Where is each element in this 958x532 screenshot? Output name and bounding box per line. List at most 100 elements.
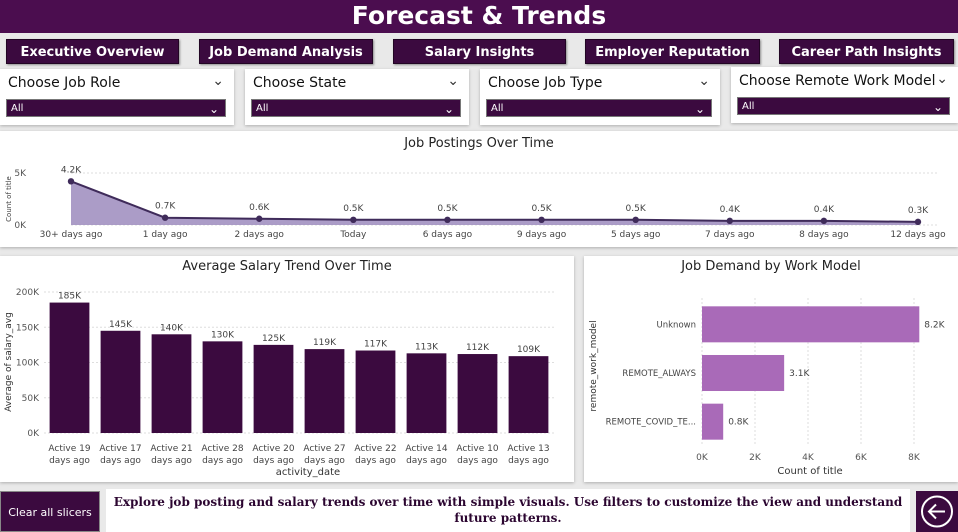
y-tick-label: 50K [22, 394, 40, 404]
data-label: 0.5K [531, 204, 552, 214]
y-tick-label: 100K [16, 359, 40, 369]
y-tick-label: 0K [27, 429, 40, 439]
x-tick-label: days ago [151, 456, 192, 466]
y-tick-label: 150K [16, 323, 40, 333]
x-tick-label: 2 days ago [235, 230, 285, 240]
data-point [161, 214, 169, 221]
x-tick-label: Active 13 [507, 444, 549, 454]
data-label: 0.4K [814, 205, 835, 215]
data-label: 0.3K [908, 206, 929, 216]
chevron-down-icon[interactable]: ⌄ [936, 71, 948, 87]
x-tick-label: Active 19 [48, 444, 90, 454]
work-model-bar [702, 354, 785, 392]
x-tick-label: Active 27 [303, 444, 345, 454]
chevron-down-icon: ⌄ [932, 100, 943, 114]
data-label: 0.4K [720, 205, 741, 215]
data-label: 125K [262, 334, 286, 344]
x-tick-label: days ago [253, 456, 294, 466]
chart-title: Average Salary Trend Over Time [182, 259, 392, 274]
x-tick-label: days ago [406, 456, 447, 466]
data-point [820, 217, 828, 225]
dropdown-value: All [256, 103, 269, 114]
nav-career-path-insights-button[interactable]: Career Path Insights [779, 39, 954, 64]
clear-all-slicers-button[interactable]: Clear all slicers [0, 491, 100, 532]
data-label: 130K [211, 330, 235, 340]
salary-bar [151, 334, 192, 433]
chevron-down-icon: ⌄ [443, 102, 454, 116]
data-label: 4.2K [61, 165, 82, 175]
salary-bar [100, 330, 141, 433]
slicer-label: Choose Remote Work Model [739, 73, 936, 89]
chevron-down-icon[interactable]: ⌄ [212, 73, 224, 89]
x-tick-label: Active 21 [150, 444, 192, 454]
x-axis-label: Count of title [777, 466, 842, 477]
work-model-bar [702, 403, 724, 440]
x-axis-label: activity_date [276, 467, 340, 478]
salary-bar [49, 302, 90, 433]
x-tick-label: Active 20 [252, 444, 294, 454]
chevron-down-icon[interactable]: ⌄ [698, 73, 710, 89]
x-tick-label: 8K [908, 453, 921, 463]
data-point [632, 216, 639, 223]
x-tick-label: days ago [49, 456, 90, 466]
data-label: 0.5K [343, 204, 364, 214]
work-model-chart: 0K 2K 4K 6K 8K 8.2K Unknown 3.1K REMOTE_ALWAYS 0.… [589, 298, 946, 477]
job-postings-card: Job Postings Over Time 0K 5K Count of titl… [0, 131, 958, 247]
x-tick-label: Active 22 [354, 444, 396, 454]
work-model-bar [702, 306, 920, 343]
data-label: 145K [109, 320, 133, 330]
salary-bar [355, 350, 396, 433]
area-fill [71, 181, 918, 225]
x-tick-label: 6 days ago [423, 230, 473, 240]
back-button[interactable] [916, 491, 958, 532]
data-label: 113K [415, 342, 439, 352]
job-type-dropdown[interactable]: All ⌄ [486, 99, 712, 117]
data-label: 0.8K [728, 418, 749, 428]
y-axis-label: Count of title [5, 176, 13, 222]
chart-title: Job Demand by Work Model [681, 259, 861, 274]
chevron-down-icon: ⌄ [208, 102, 219, 116]
salary-bar [508, 356, 549, 433]
y-tick-label: 200K [16, 288, 40, 298]
x-tick-label: 5 days ago [611, 230, 661, 240]
slicer-label: Choose State [253, 75, 347, 91]
job-role-dropdown[interactable]: All ⌄ [6, 99, 226, 117]
state-dropdown[interactable]: All ⌄ [251, 99, 461, 117]
x-tick-label: 9 days ago [517, 230, 567, 240]
slicer-label: Choose Job Type [488, 75, 603, 91]
x-tick-label: Active 28 [201, 444, 243, 454]
salary-bar [304, 349, 345, 433]
x-tick-label: 6K [855, 453, 868, 463]
data-point [67, 178, 75, 185]
x-tick-label: 8 days ago [799, 230, 849, 240]
y-tick-label: 0K [14, 221, 27, 231]
data-label: 8.2K [924, 320, 945, 330]
y-axis-label: Average of salary_avg [4, 312, 14, 412]
x-tick-label: 4K [802, 453, 815, 463]
y-axis-label: remote_work_model [589, 320, 599, 411]
x-tick-label: 30+ days ago [40, 230, 103, 240]
data-label: 119K [313, 338, 337, 348]
series-line [70, 180, 919, 223]
chart-title: Job Postings Over Time [404, 136, 554, 151]
nav-executive-overview-button[interactable]: Executive Overview [6, 39, 179, 64]
x-tick-label: Active 10 [456, 444, 498, 454]
salary-trend-chart: 0K 50K 100K 150K 200K Average of salary_avg 18… [4, 288, 554, 478]
salary-bar [202, 341, 243, 433]
nav-employer-reputation-button[interactable]: Employer Reputation [585, 39, 760, 64]
data-label: 185K [58, 292, 82, 302]
data-label: 0.5K [437, 204, 458, 214]
x-tick-label: days ago [304, 456, 345, 466]
x-tick-label: 1 day ago [143, 230, 188, 240]
data-label: 3.1K [789, 369, 810, 379]
remote-work-model-slicer: Choose Remote Work Model ⌄ All ⌄ [731, 67, 958, 123]
nav-job-demand-analysis-button[interactable]: Job Demand Analysis [199, 39, 373, 64]
nav-salary-insights-button[interactable]: Salary Insights [393, 39, 566, 64]
data-label: 0.5K [626, 204, 647, 214]
x-tick-label: days ago [457, 456, 498, 466]
data-point [538, 216, 545, 223]
remote-work-model-dropdown[interactable]: All ⌄ [737, 97, 950, 115]
x-tick-label: 0K [696, 453, 709, 463]
chevron-down-icon[interactable]: ⌄ [447, 73, 459, 89]
